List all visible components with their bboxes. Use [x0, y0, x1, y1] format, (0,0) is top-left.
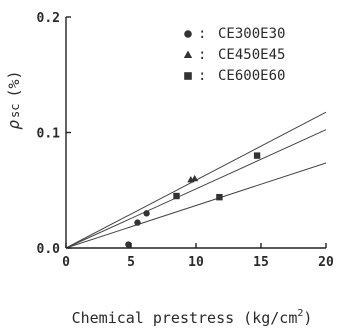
legend-marker-CE600E60	[184, 72, 192, 80]
data-point-CE300E30	[125, 241, 132, 248]
y-axis-title-subscript: sc	[8, 104, 22, 118]
legend: : CE300E30: CE450E45: CE600E60	[183, 26, 285, 84]
x-axis-title-superscript: 2	[297, 308, 303, 319]
data-point-CE600E60	[173, 192, 180, 200]
legend-label-CE300E30: CE300E30	[218, 26, 285, 42]
x-tick-label: 15	[253, 255, 269, 270]
x-axis-title-text: Chemical prestress (kg/cm	[72, 309, 298, 327]
x-tick-label: 5	[127, 255, 135, 270]
data-points	[125, 152, 261, 248]
y-tick-label: 0.1	[37, 127, 61, 142]
y-axis-title-symbol: ρ	[4, 120, 23, 130]
axis-ticks: 0 5 10 15 20 0.0 0.1 0.2	[37, 11, 334, 270]
data-point-CE450E45	[191, 174, 199, 182]
x-axis-title: Chemical prestress (kg/cm2)	[72, 308, 313, 327]
x-tick-label: 20	[318, 255, 334, 270]
x-axis-title-close: )	[303, 309, 312, 327]
data-point-CE600E60	[253, 152, 261, 159]
y-tick-label: 0.2	[37, 11, 60, 26]
x-tick-label: 10	[188, 255, 204, 270]
x-tick-label: 0	[62, 255, 70, 270]
legend-separator: :	[198, 68, 206, 84]
data-point-CE300E30	[143, 210, 150, 217]
y-axis-title-unit: (%)	[5, 70, 23, 97]
data-point-CE600E60	[216, 193, 223, 201]
fit-line-CE600E60	[65, 162, 327, 249]
legend-label-CE450E45: CE450E45	[218, 47, 285, 63]
legend-separator: :	[198, 26, 206, 42]
y-axis-title: ρ sc (%)	[4, 70, 23, 129]
legend-separator: :	[198, 47, 206, 63]
legend-label-CE600E60: CE600E60	[218, 68, 285, 84]
fit-line-CE300E30	[65, 129, 327, 249]
y-tick-label: 0.0	[37, 242, 61, 257]
data-point-CE300E30	[134, 219, 141, 226]
legend-marker-CE300E30	[184, 30, 192, 38]
legend-marker-CE450E45	[183, 50, 193, 59]
